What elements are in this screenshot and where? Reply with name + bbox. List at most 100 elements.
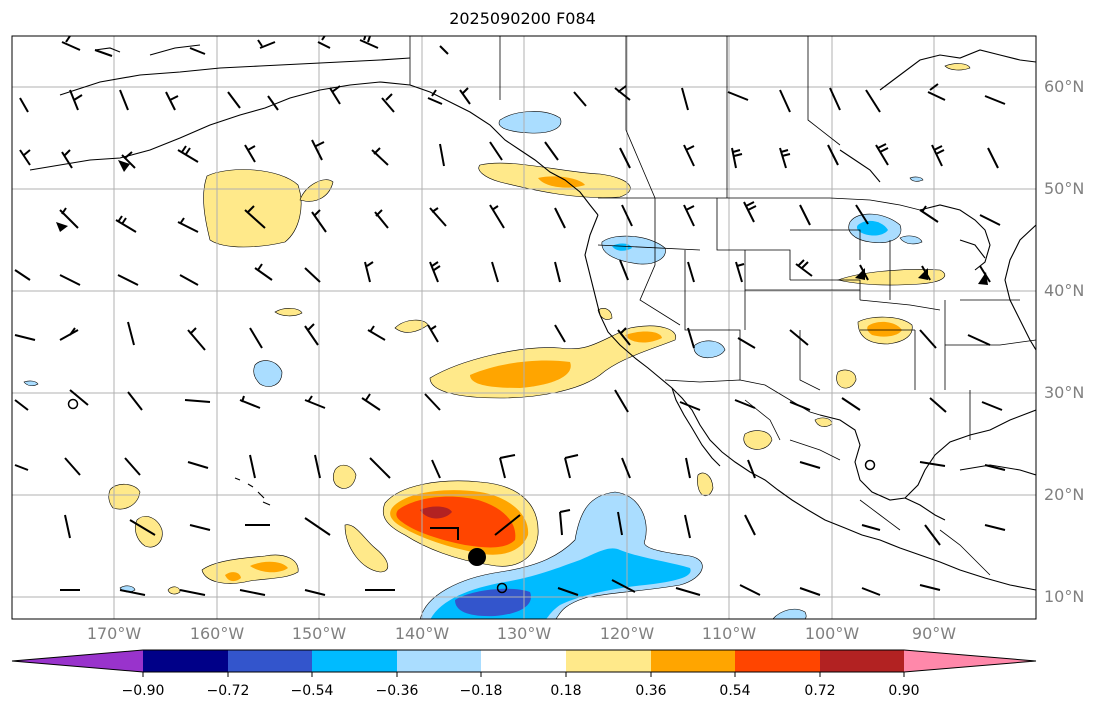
colorbar-tick-label: 0.90 <box>888 683 920 699</box>
wind-barb <box>931 144 945 167</box>
bc-coastline <box>409 84 599 216</box>
wind-barb <box>371 147 389 166</box>
wind-barb <box>987 147 999 169</box>
negative-anomaly-region <box>253 360 283 387</box>
wind-barb <box>119 89 129 111</box>
lat-label: 40°N <box>1044 281 1085 300</box>
wind-pennant <box>855 268 865 280</box>
negative-anomaly-region <box>23 380 39 387</box>
wind-barb <box>304 395 326 409</box>
lat-label: 50°N <box>1044 179 1085 198</box>
wind-barb <box>984 95 1006 105</box>
wind-barb <box>69 389 89 406</box>
wind-barb <box>919 329 937 349</box>
wind-barb <box>799 587 821 596</box>
wind-barb <box>557 587 579 596</box>
wind-pennant <box>918 268 928 280</box>
wind-barb <box>19 149 31 166</box>
central-america-border <box>939 529 991 576</box>
wind-barb <box>367 325 386 341</box>
positive-anomaly-region <box>697 472 714 497</box>
colorbar-segment <box>566 650 651 672</box>
wind-barb <box>249 327 263 349</box>
wind-barb <box>683 144 695 167</box>
wind-barb <box>489 204 505 229</box>
negative-anomaly-region <box>856 220 888 236</box>
lon-label: 150°W <box>291 624 347 643</box>
colorbar-segment <box>735 650 820 672</box>
wind-barb <box>795 259 813 277</box>
wind-barb <box>257 39 276 49</box>
wind-barbs <box>14 36 1006 596</box>
wind-barb <box>861 524 881 531</box>
markers <box>67 398 876 594</box>
wind-barb <box>559 509 571 536</box>
wind-barb <box>127 321 135 346</box>
positive-anomaly-region <box>167 586 181 595</box>
wind-barb <box>984 464 1006 471</box>
wind-barb <box>564 454 579 479</box>
hawaii-islands <box>234 477 271 506</box>
state-border <box>945 339 1036 346</box>
wind-barb <box>984 524 1006 531</box>
wind-barb <box>554 261 561 283</box>
wind-barb <box>429 261 441 283</box>
political-borders <box>409 36 1036 576</box>
lat-label: 10°N <box>1044 587 1085 606</box>
colorbar <box>11 649 1037 677</box>
wind-barb <box>14 464 29 471</box>
wind-barb <box>311 139 325 161</box>
wind-barb <box>747 459 756 479</box>
wind-barb <box>799 461 821 469</box>
wind-barb <box>617 327 631 346</box>
state-border <box>790 229 861 260</box>
colorbar-tick-label: 0.54 <box>719 683 751 699</box>
wind-barb <box>364 261 374 283</box>
wind-barb <box>499 454 516 479</box>
wind-barb <box>177 145 199 163</box>
positive-anomaly-region <box>420 506 452 519</box>
wind-barb <box>189 47 206 55</box>
colorbar-segment <box>143 650 228 672</box>
lon-label: 140°W <box>394 624 450 643</box>
wind-barb <box>424 393 441 411</box>
wind-barb <box>189 524 211 531</box>
positive-anomaly-region <box>867 321 902 337</box>
open-circle-marker <box>496 582 508 594</box>
positive-anomaly-region <box>108 483 141 510</box>
wind-barb <box>124 457 141 476</box>
wind-barb <box>59 207 79 229</box>
storm-center-marker <box>468 548 486 566</box>
us-west-coastline <box>584 214 1036 591</box>
positive-anomaly-region <box>274 308 303 317</box>
lon-label: 90°W <box>911 624 957 643</box>
colorbar-tick-label: 0.18 <box>550 683 582 699</box>
map-panel <box>12 36 1036 619</box>
wind-barb <box>924 524 941 546</box>
wind-barb <box>381 93 395 113</box>
lon-label: 120°W <box>599 624 655 643</box>
wind-barb <box>979 214 1001 226</box>
colorbar-tick-label: 0.72 <box>804 683 836 699</box>
wind-barb <box>743 201 757 223</box>
mexico-state-border <box>789 439 841 461</box>
wind-barb <box>69 89 83 111</box>
wind-barb <box>127 391 143 411</box>
wind-barb <box>927 83 946 101</box>
wind-barb <box>244 144 256 163</box>
wind-barb <box>875 143 889 166</box>
wind-barb <box>544 141 559 161</box>
wind-barb <box>439 45 449 55</box>
colorbar-tick-label: −0.72 <box>206 683 250 699</box>
wind-barb <box>919 205 939 223</box>
state-border <box>639 198 681 326</box>
wind-barb <box>981 401 1003 411</box>
lat-label: 20°N <box>1044 485 1085 504</box>
wind-barb <box>829 87 841 111</box>
negative-anomaly-region <box>772 608 807 619</box>
wind-barb <box>317 36 331 49</box>
wind-barb <box>187 327 206 351</box>
wind-barb <box>244 205 266 229</box>
wind-barb <box>427 89 443 105</box>
wind-barb <box>789 401 811 411</box>
